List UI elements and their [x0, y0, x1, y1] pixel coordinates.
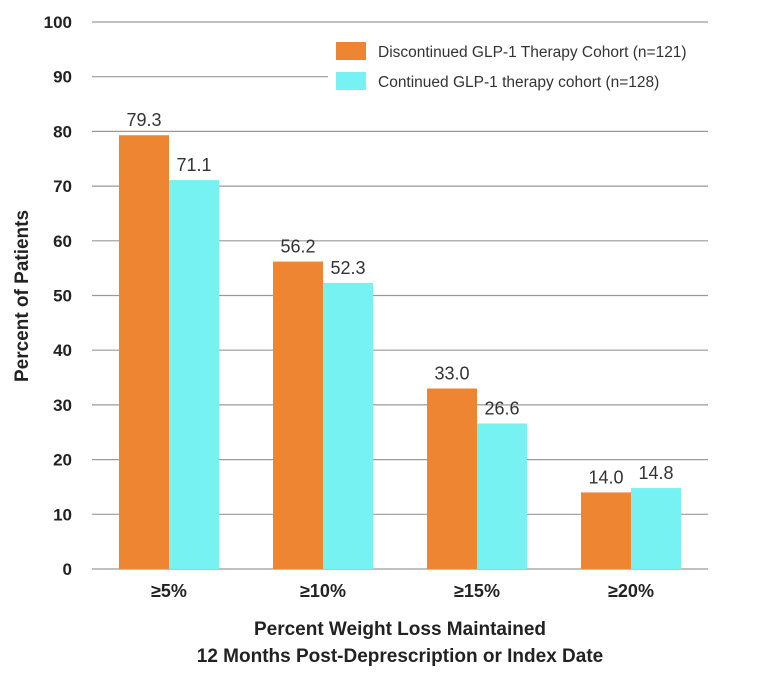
- x-axis-ticks: ≥5% ≥10% ≥15% ≥20%: [151, 581, 654, 601]
- legend-label-continued: Continued GLP-1 therapy cohort (n=128): [378, 74, 659, 91]
- bar-discontinued-4: [581, 492, 631, 569]
- bar-continued-3: [477, 423, 527, 569]
- x-tick-label-2: ≥10%: [300, 581, 346, 601]
- bar-continued-4: [631, 488, 681, 569]
- y-tick-label-10: 10: [53, 505, 72, 524]
- data-labels: 79.3 71.1 56.2 52.3 33.0 26.6 14.0 14.8: [126, 110, 673, 487]
- legend-swatch-discontinued: [336, 42, 366, 60]
- y-tick-label-60: 60: [53, 232, 72, 251]
- x-axis-title-line-1: Percent Weight Loss Maintained: [254, 619, 546, 640]
- x-tick-label-1: ≥5%: [151, 581, 187, 601]
- data-label-discontinued-4: 14.0: [588, 467, 623, 487]
- data-label-discontinued-1: 79.3: [126, 110, 161, 130]
- data-label-continued-3: 26.6: [484, 398, 519, 418]
- bars: [119, 135, 681, 569]
- data-label-discontinued-3: 33.0: [434, 363, 469, 383]
- bar-continued-1: [169, 180, 219, 569]
- legend-swatch-continued: [336, 72, 366, 90]
- data-label-continued-1: 71.1: [176, 155, 211, 175]
- bar-continued-2: [323, 282, 373, 569]
- y-tick-label-90: 90: [53, 68, 72, 87]
- x-tick-label-3: ≥15%: [454, 581, 500, 601]
- y-tick-label-0: 0: [63, 560, 72, 579]
- bar-discontinued-1: [119, 135, 169, 569]
- bar-discontinued-3: [427, 388, 477, 569]
- y-tick-label-40: 40: [53, 341, 72, 360]
- x-axis-title-line-2: 12 Months Post-Deprescription or Index D…: [197, 646, 603, 667]
- x-tick-label-4: ≥20%: [608, 581, 654, 601]
- data-label-continued-4: 14.8: [638, 463, 673, 483]
- y-tick-label-30: 30: [53, 396, 72, 415]
- y-tick-label-80: 80: [53, 122, 72, 141]
- data-label-continued-2: 52.3: [330, 258, 365, 278]
- y-axis-title: Percent of Patients: [12, 210, 33, 382]
- y-tick-label-100: 100: [44, 13, 72, 32]
- y-axis-ticks: 0 10 20 30 40 50 60 70 80 90 100: [44, 13, 72, 579]
- y-tick-label-20: 20: [53, 451, 72, 470]
- legend-label-discontinued: Discontinued GLP-1 Therapy Cohort (n=121…: [378, 44, 687, 61]
- data-label-discontinued-2: 56.2: [280, 237, 315, 257]
- y-tick-label-70: 70: [53, 177, 72, 196]
- bar-discontinued-2: [273, 261, 323, 569]
- y-tick-label-50: 50: [53, 287, 72, 306]
- legend: Discontinued GLP-1 Therapy Cohort (n=121…: [328, 30, 710, 98]
